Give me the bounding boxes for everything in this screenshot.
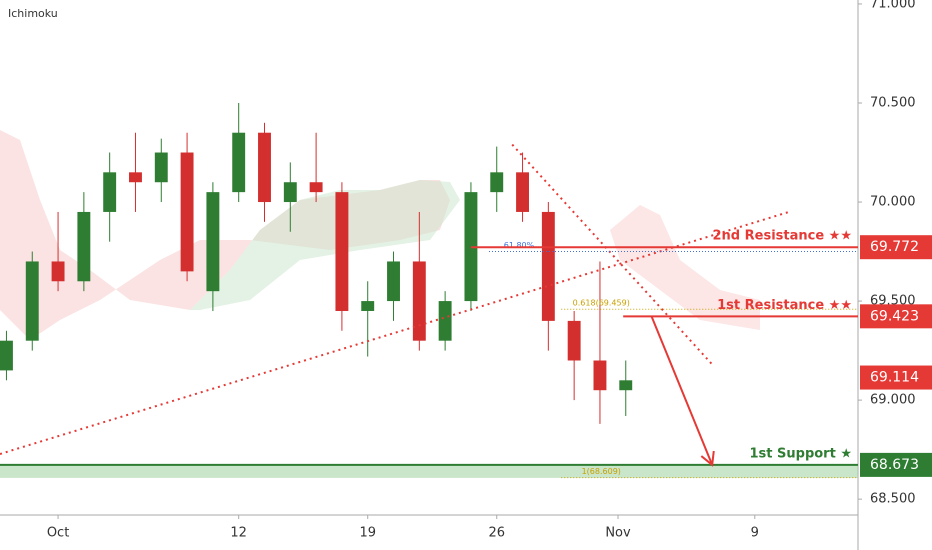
candle-body [516,172,529,212]
candle-body [283,182,297,203]
y-tick-label: 70.500 [870,96,916,111]
support-zone [0,464,858,478]
candle-body [567,320,581,361]
level-text: 1st Resistance ★★ [717,298,852,313]
candle-body [464,192,478,302]
candle-body [0,340,13,371]
price-tag-label: 69.114 [870,370,919,386]
candle-body [619,380,633,391]
y-tick-label: 71.000 [870,0,916,11]
candle-body [309,182,323,193]
x-tick-label: 12 [230,526,247,541]
price-tag [860,304,932,329]
candle-body [51,261,65,282]
ichimoku-cloud [0,130,450,340]
trend-line [511,143,713,366]
fib-label: 61.80% [504,241,535,250]
candle-body [490,172,504,193]
level-text: 1st Support ★ [750,446,853,461]
y-tick-label: 68.500 [870,492,916,507]
x-tick-label: 26 [488,526,505,541]
candle-body [593,360,607,391]
candle-body [103,172,117,212]
candle-body [232,132,246,193]
candle-body [438,301,452,341]
candle-body [206,192,220,292]
y-tick-label: 69.000 [870,393,916,408]
price-tag [860,452,932,477]
candle-body [129,172,142,183]
candle-body [335,192,349,311]
x-tick-label: 9 [751,526,759,541]
candle-body [180,152,194,272]
candle-body [25,261,39,341]
candle-body [412,261,426,341]
x-tick-label: Nov [605,526,631,541]
candle-body [154,152,168,183]
candle-body [541,211,555,321]
price-tag-label: 69.772 [870,239,919,255]
price-tag [860,365,932,390]
price-tag-label: 68.673 [870,457,919,473]
indicator-label: Ichimoku [8,7,58,20]
candle-body [258,132,271,203]
ichimoku-cloud [610,205,760,330]
arrow-head [700,450,715,467]
candle-body [387,261,400,302]
arrow [650,315,714,466]
x-tick-label: 19 [359,526,376,541]
fib-label: 1(68.609) [582,467,621,476]
y-tick-label: 70.000 [870,195,916,210]
fib-label: 0.618(69.459) [573,299,630,308]
price-tag-label: 69.423 [870,308,919,324]
x-tick-label: Oct [47,526,69,541]
candle-body [77,211,91,282]
ichimoku-cloud [190,180,460,310]
price-tag [860,235,932,260]
candle-body [361,301,375,311]
level-text: 2nd Resistance ★★ [713,229,853,244]
